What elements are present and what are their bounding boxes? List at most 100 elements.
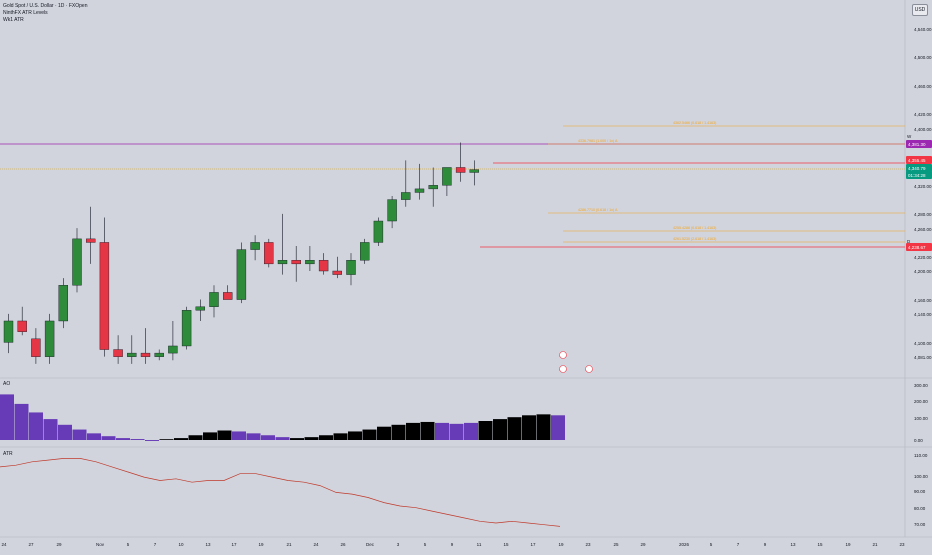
date-tick-label: 13 bbox=[205, 542, 211, 547]
date-tick-label: 15 bbox=[503, 542, 509, 547]
candle-body bbox=[414, 188, 425, 193]
ao-bar bbox=[507, 417, 522, 440]
ao-bar bbox=[551, 415, 565, 440]
price-tick-label: 4,140.00 bbox=[914, 312, 932, 317]
price-badge bbox=[906, 243, 932, 251]
date-tick-label: 7 bbox=[737, 542, 740, 547]
date-tick-label: 19 bbox=[845, 542, 851, 547]
atr-axis-label: 100.00 bbox=[914, 474, 928, 479]
date-tick-label: 10 bbox=[178, 542, 184, 547]
currency-button[interactable]: USD bbox=[912, 4, 928, 16]
ao-axis-label: 0.00 bbox=[914, 438, 923, 443]
date-tick-label: 29 bbox=[56, 542, 62, 547]
date-tick-label: 19 bbox=[258, 542, 264, 547]
ao-bar bbox=[246, 433, 261, 440]
indicator-atr-levels[interactable]: NinthFX ATR Levels bbox=[3, 10, 48, 16]
ao-bar bbox=[87, 433, 101, 440]
ao-bar bbox=[493, 419, 507, 440]
price-badge bbox=[906, 171, 932, 179]
date-tick-label: 17 bbox=[231, 542, 237, 547]
atr-axis-label: 80.00 bbox=[914, 506, 926, 511]
candle-body bbox=[72, 238, 82, 286]
ao-bar bbox=[261, 435, 275, 440]
ao-bar bbox=[72, 429, 87, 440]
ao-bar bbox=[232, 431, 246, 440]
price-tick-label: 4,400.00 bbox=[914, 127, 932, 132]
price-tick-label: 4,220.00 bbox=[914, 255, 932, 260]
chart-legend: Gold Spot / U.S. Dollar · 1D · FXOpen Ni… bbox=[3, 3, 87, 24]
symbol-title[interactable]: Gold Spot / U.S. Dollar · 1D · FXOpen bbox=[3, 3, 88, 9]
candle-body bbox=[209, 292, 219, 307]
candle-body bbox=[442, 167, 452, 186]
price-tick-label: 4,160.00 bbox=[914, 298, 932, 303]
ao-axis-label: 200.00 bbox=[914, 399, 928, 404]
ao-pane-label: AO bbox=[3, 381, 11, 387]
atr-level-label: 4336.7981 (1.000 / 1x) A bbox=[578, 139, 618, 143]
date-tick-label: 3 bbox=[397, 542, 400, 547]
price-tick-label: 4,320.00 bbox=[914, 184, 932, 189]
date-tick-label: 17 bbox=[530, 542, 536, 547]
candle-body bbox=[85, 238, 96, 243]
ao-bar bbox=[217, 430, 232, 440]
price-tick-label: 4,280.00 bbox=[914, 212, 932, 217]
ao-bar bbox=[0, 394, 14, 440]
ao-bar bbox=[159, 439, 174, 440]
flash-event-icon bbox=[559, 351, 567, 359]
candle-body bbox=[3, 320, 14, 343]
candle-body bbox=[181, 310, 192, 347]
candle-body bbox=[222, 292, 233, 300]
candle-body bbox=[113, 349, 123, 357]
ao-bar bbox=[449, 423, 464, 440]
ao-bar bbox=[319, 435, 333, 440]
ao-bar bbox=[377, 426, 391, 440]
date-tick-label: 13 bbox=[790, 542, 796, 547]
ao-bar bbox=[130, 439, 145, 440]
date-tick-label: 7 bbox=[154, 542, 157, 547]
candle-body bbox=[58, 285, 68, 322]
ao-bar bbox=[522, 415, 536, 440]
ao-bar bbox=[43, 419, 58, 440]
atr-level-label: 4261.5230 (2.618 / 1.4163) bbox=[673, 237, 716, 241]
price-tick-label: 4,081.00 bbox=[914, 355, 932, 360]
candle-body bbox=[168, 345, 178, 354]
ao-bar bbox=[145, 440, 159, 441]
ao-bar bbox=[116, 438, 130, 440]
ao-bar bbox=[435, 422, 449, 440]
candle-body bbox=[17, 320, 27, 332]
ao-bar bbox=[464, 422, 478, 440]
candle-body bbox=[140, 352, 151, 357]
candle-body bbox=[401, 192, 411, 200]
indicator-wk-atr[interactable]: Wk1 ATR bbox=[3, 17, 24, 23]
ao-bar bbox=[275, 437, 290, 440]
price-tick-label: 4,200.00 bbox=[914, 269, 932, 274]
date-tick-label: 29 bbox=[640, 542, 646, 547]
ao-bar bbox=[290, 438, 304, 440]
candle-body bbox=[332, 270, 342, 275]
ao-bar bbox=[58, 424, 72, 440]
date-tick-label: 23 bbox=[585, 542, 591, 547]
date-tick-label: 5 bbox=[127, 542, 130, 547]
level-marker: D bbox=[907, 239, 911, 244]
date-tick-label: 2026 bbox=[679, 542, 690, 547]
date-tick-label: 11 bbox=[477, 542, 482, 547]
ao-bar bbox=[14, 403, 29, 440]
price-badge bbox=[906, 156, 932, 164]
price-badge-text: 4,238.67 bbox=[908, 245, 926, 250]
date-tick-label: 9 bbox=[764, 542, 767, 547]
ao-bar bbox=[406, 422, 420, 440]
candle-body bbox=[291, 260, 301, 265]
atr-line bbox=[0, 458, 561, 527]
date-tick-label: 27 bbox=[28, 542, 34, 547]
ao-bar bbox=[478, 421, 493, 440]
ao-bar bbox=[101, 436, 116, 440]
date-tick-label: 24 bbox=[1, 542, 7, 547]
ao-bar bbox=[188, 435, 203, 440]
candle-body bbox=[250, 242, 260, 250]
price-tick-label: 4,420.00 bbox=[914, 112, 932, 117]
date-tick-label: 15 bbox=[817, 542, 823, 547]
date-tick-label: 21 bbox=[286, 542, 292, 547]
price-tick-label: 4,540.00 bbox=[914, 27, 932, 32]
date-tick-label: Nov bbox=[96, 542, 105, 547]
date-tick-label: 5 bbox=[710, 542, 713, 547]
